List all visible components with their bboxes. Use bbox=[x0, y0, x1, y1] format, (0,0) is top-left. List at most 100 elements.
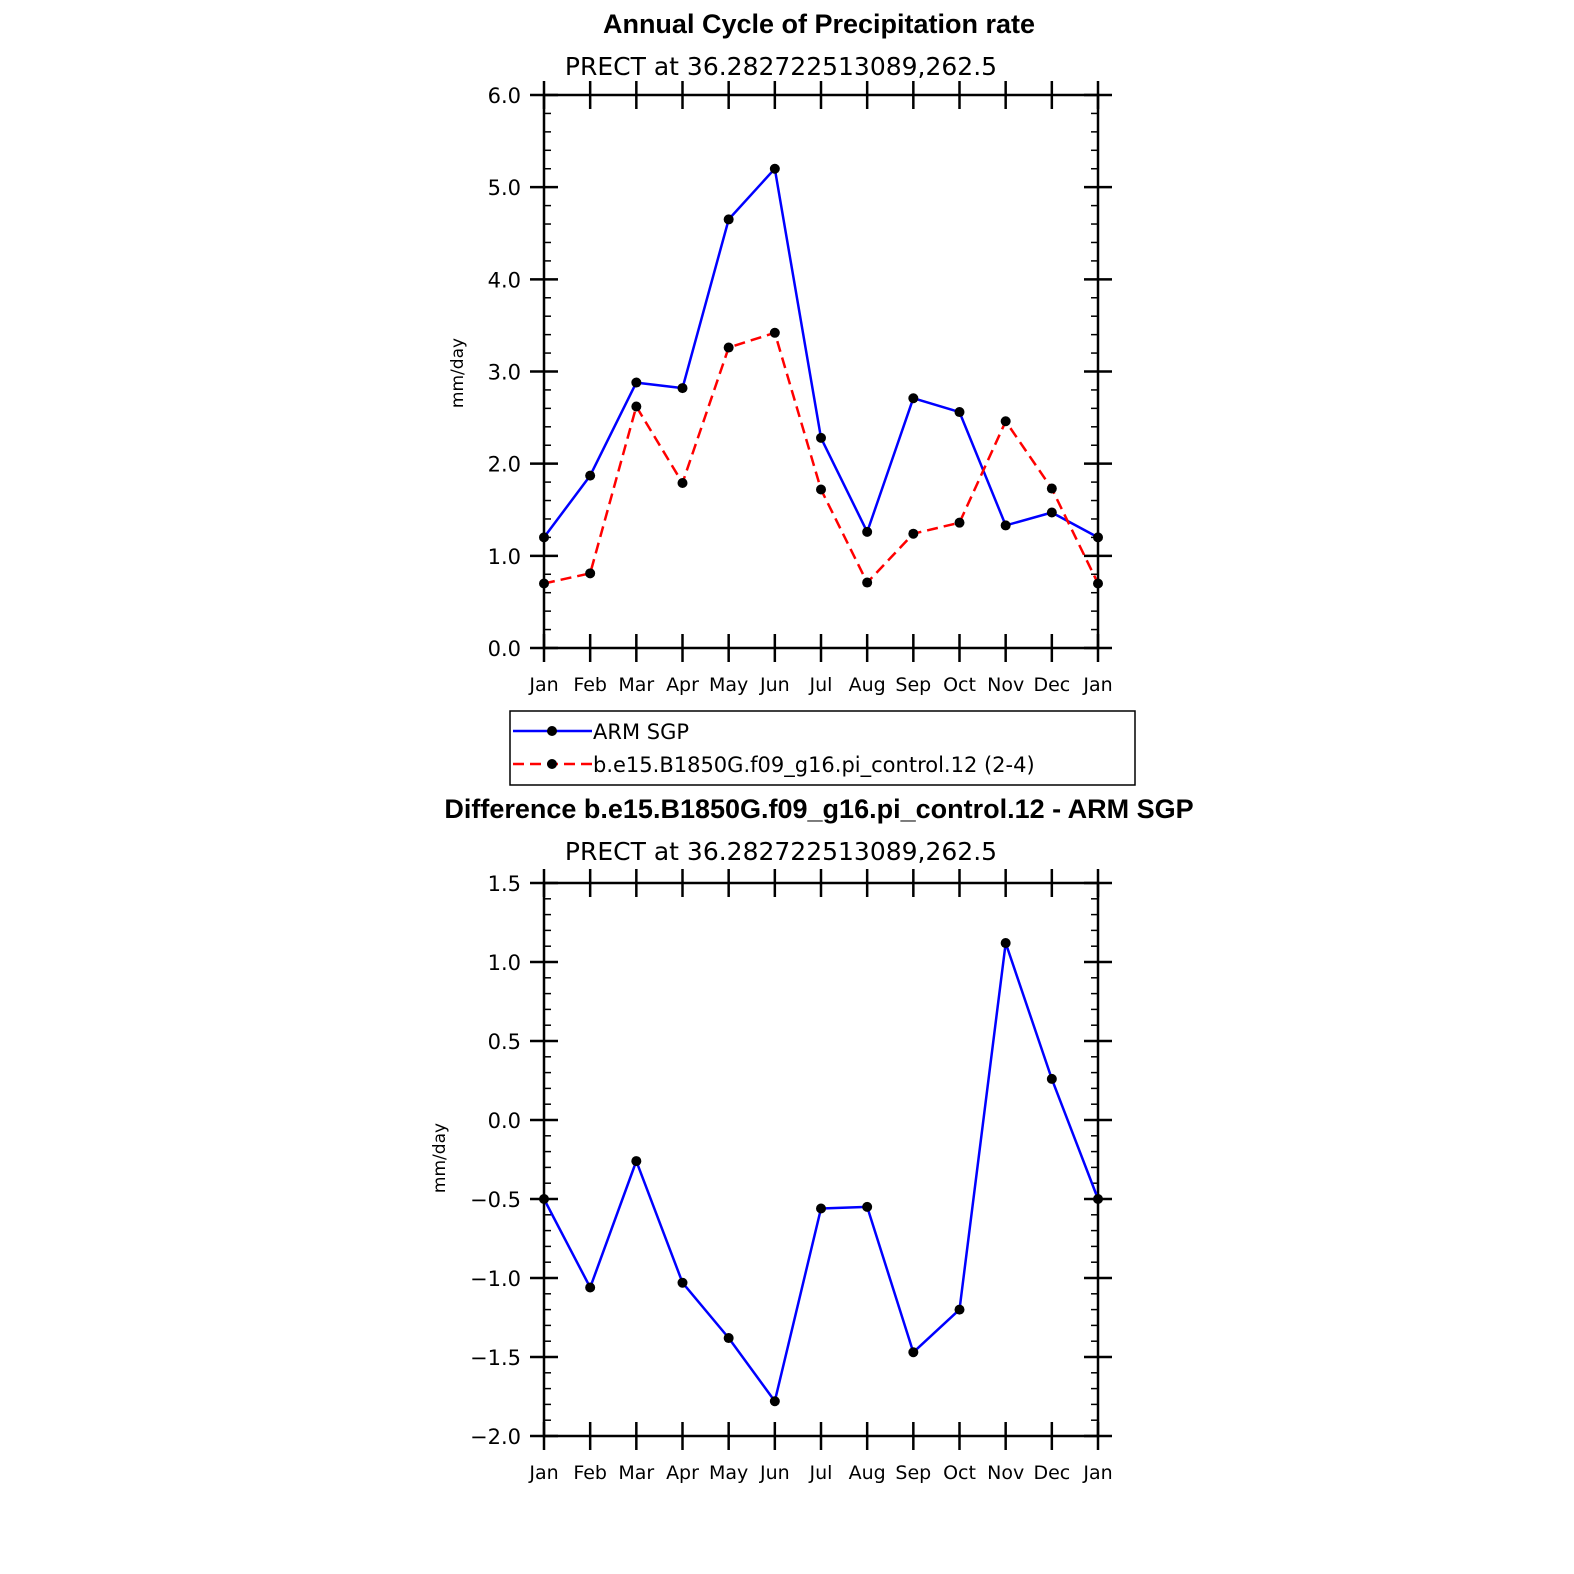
x-tick-label: Jun bbox=[759, 674, 790, 696]
legend-entry-arm-sgp: ARM SGP bbox=[513, 720, 689, 744]
y-tick-label: 1.0 bbox=[488, 951, 521, 975]
data-point bbox=[585, 1282, 596, 1293]
data-point bbox=[677, 383, 688, 394]
data-point bbox=[539, 532, 549, 543]
plot-area: −2.0 −1.5 −1.0 −0.5 0.0 0.5 1.0 1.5 Jan Feb Mar Apr… bbox=[470, 869, 1113, 1484]
data-point bbox=[1046, 507, 1057, 518]
y-tick-label: 2.0 bbox=[488, 453, 521, 477]
data-point bbox=[769, 1396, 780, 1407]
precip-annual-cycle-chart: Annual Cycle of Precipitation rate PRECT… bbox=[448, 9, 1136, 786]
x-tick-label: Jan bbox=[528, 1462, 558, 1484]
chart-title: Annual Cycle of Precipitation rate bbox=[603, 9, 1035, 39]
legend-box bbox=[509, 710, 1136, 786]
x-tick-label: Jan bbox=[528, 674, 558, 696]
data-point bbox=[1000, 520, 1011, 531]
y-tick-label: 1.5 bbox=[488, 872, 521, 896]
data-point bbox=[677, 478, 688, 489]
y-tick-label: 0.0 bbox=[488, 1109, 521, 1133]
y-tick-label: −0.5 bbox=[470, 1188, 521, 1212]
plot-area: 0.0 1.0 2.0 3.0 4.0 5.0 6.0 Jan Feb Mar Apr May Jun J… bbox=[488, 81, 1113, 696]
x-tick-label: Mar bbox=[618, 674, 654, 696]
legend-label-model: b.e15.B1850G.f09_g16.pi_control.12 (2-4) bbox=[593, 753, 1035, 778]
legend-marker-model bbox=[547, 759, 557, 769]
x-tick-label: Nov bbox=[987, 1462, 1024, 1484]
series-line-0 bbox=[542, 941, 1100, 1403]
data-point bbox=[539, 1194, 549, 1204]
x-tick-label: Aug bbox=[849, 1462, 886, 1484]
y-tick-label: −1.5 bbox=[470, 1346, 521, 1370]
y-tick-label: −1.0 bbox=[470, 1267, 521, 1291]
x-tick-label: Feb bbox=[573, 1462, 607, 1484]
legend: ARM SGP b.e15.B1850G.f09_g16.pi_control.… bbox=[509, 710, 1136, 786]
data-point bbox=[862, 577, 873, 588]
y-tick-label: 4.0 bbox=[488, 268, 521, 292]
y-tick-label: 5.0 bbox=[488, 176, 521, 200]
x-tick-label: Jun bbox=[759, 1462, 790, 1484]
chart-subtitle: PRECT at 36.282722513089,262.5 bbox=[565, 837, 997, 866]
data-point bbox=[954, 517, 965, 528]
chart-subtitle: PRECT at 36.282722513089,262.5 bbox=[565, 52, 997, 81]
x-tick-label: Nov bbox=[987, 674, 1024, 696]
precip-difference-chart: Difference b.e15.B1850G.f09_g16.pi_contr… bbox=[430, 794, 1194, 1484]
data-point bbox=[1093, 532, 1103, 543]
plot-frame bbox=[542, 881, 1100, 1438]
data-point bbox=[1046, 1073, 1057, 1084]
x-tick-label: Sep bbox=[895, 674, 931, 696]
data-point bbox=[816, 484, 826, 495]
y-axis-label: mm/day bbox=[448, 338, 468, 408]
series-line-1 bbox=[543, 331, 1100, 585]
data-point bbox=[723, 342, 734, 353]
data-point bbox=[585, 568, 596, 579]
data-point bbox=[908, 528, 919, 539]
data-point bbox=[908, 1347, 919, 1358]
data-point bbox=[862, 526, 873, 537]
x-tick-label: Oct bbox=[943, 1462, 976, 1484]
x-tick-label: Apr bbox=[666, 1462, 699, 1484]
legend-entry-model: b.e15.B1850G.f09_g16.pi_control.12 (2-4) bbox=[513, 753, 1035, 778]
x-tick-label: Mar bbox=[618, 1462, 654, 1484]
x-tick-label: Jul bbox=[809, 1462, 833, 1484]
data-point bbox=[1093, 1194, 1103, 1204]
data-point bbox=[908, 393, 919, 404]
x-tick-label: Jul bbox=[809, 674, 833, 696]
x-tick-label: Feb bbox=[573, 674, 607, 696]
data-point bbox=[677, 1277, 688, 1288]
data-point bbox=[1046, 483, 1057, 494]
data-point bbox=[631, 1156, 642, 1167]
legend-label-arm-sgp: ARM SGP bbox=[593, 720, 689, 744]
data-point bbox=[631, 377, 642, 388]
x-tick-label: Oct bbox=[943, 674, 976, 696]
data-point bbox=[723, 1333, 734, 1344]
x-tick-label: Dec bbox=[1033, 674, 1070, 696]
data-point bbox=[862, 1201, 873, 1212]
x-tick-label: Apr bbox=[666, 674, 699, 696]
data-point bbox=[585, 470, 596, 481]
y-tick-label: 0.5 bbox=[488, 1030, 521, 1054]
data-point bbox=[769, 163, 780, 174]
x-tick-label: Sep bbox=[895, 1462, 931, 1484]
x-tick-label: Jan bbox=[1082, 1462, 1112, 1484]
data-point bbox=[723, 214, 734, 225]
y-tick-label: 6.0 bbox=[488, 84, 521, 108]
y-tick-label: 0.0 bbox=[488, 637, 521, 661]
data-point bbox=[816, 1203, 826, 1214]
data-point bbox=[769, 327, 780, 338]
x-tick-label: May bbox=[709, 674, 748, 696]
data-point bbox=[1000, 416, 1011, 427]
x-tick-label: May bbox=[709, 1462, 748, 1484]
chart-title: Difference b.e15.B1850G.f09_g16.pi_contr… bbox=[444, 794, 1193, 824]
data-point bbox=[631, 401, 642, 412]
data-point bbox=[1000, 938, 1011, 949]
x-tick-label: Aug bbox=[849, 674, 886, 696]
legend-marker-arm-sgp bbox=[547, 726, 557, 736]
plot-frame bbox=[542, 93, 1100, 650]
y-tick-label: 3.0 bbox=[488, 361, 521, 385]
x-tick-label: Jan bbox=[1082, 674, 1112, 696]
data-point bbox=[816, 432, 826, 443]
series-line-0 bbox=[542, 167, 1099, 539]
y-tick-label: 1.0 bbox=[488, 545, 521, 569]
y-tick-label: −2.0 bbox=[470, 1425, 521, 1449]
data-point bbox=[954, 1304, 965, 1315]
data-point bbox=[954, 407, 965, 418]
